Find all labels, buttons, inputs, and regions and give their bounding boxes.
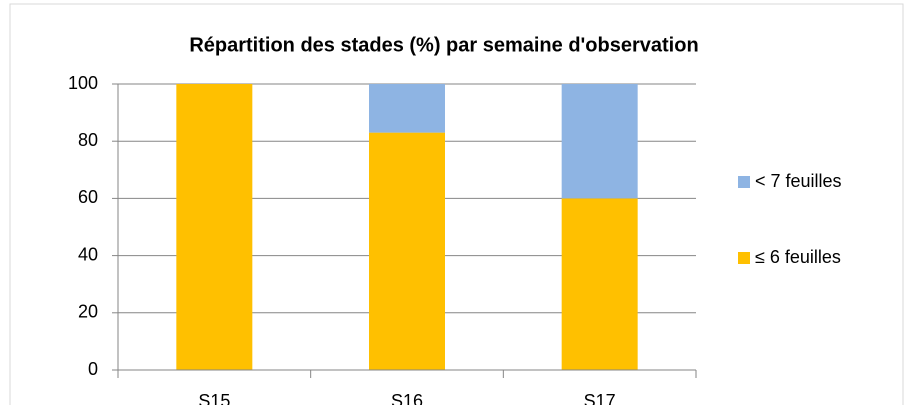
x-tick-label: S15 — [198, 391, 230, 405]
chart-border — [9, 3, 904, 405]
bar-segment — [561, 84, 638, 199]
y-tick-label: 20 — [78, 302, 98, 322]
legend-swatch — [738, 176, 750, 188]
chart-title: Répartition des stades (%) par semaine d… — [189, 34, 698, 56]
y-tick-label: 100 — [68, 73, 98, 93]
bar-segment — [176, 84, 253, 370]
bar-segment — [369, 132, 445, 370]
y-tick-label: 60 — [78, 187, 98, 207]
x-tick-label: S16 — [391, 391, 423, 405]
bar-segment — [561, 198, 638, 370]
y-tick-label: 40 — [78, 244, 98, 264]
y-tick-label: 0 — [88, 359, 98, 379]
bar-segment — [369, 84, 445, 133]
y-tick-label: 80 — [78, 130, 98, 150]
legend-label: < 7 feuilles — [755, 171, 842, 191]
legend-label: ≤ 6 feuilles — [755, 247, 841, 267]
legend-swatch — [738, 252, 750, 264]
x-tick-label: S17 — [584, 391, 616, 405]
